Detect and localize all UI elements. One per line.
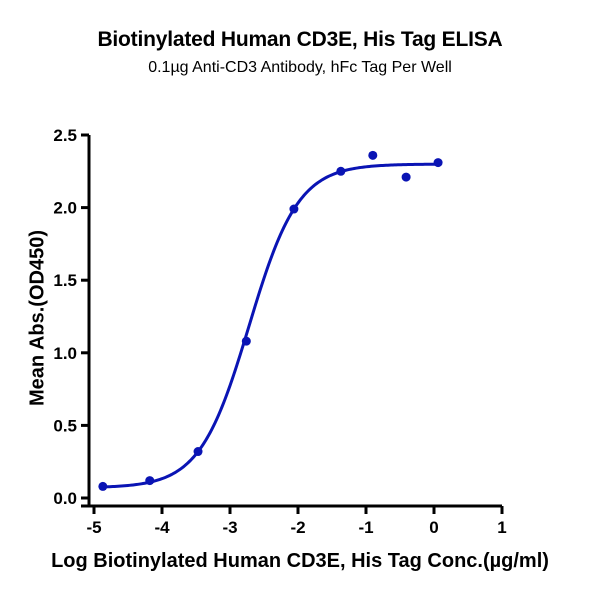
axes	[81, 135, 502, 508]
x-tick-label: -2	[290, 518, 305, 537]
fit-curve	[102, 162, 439, 489]
x-axis-label: Log Biotinylated Human CD3E, His Tag Con…	[51, 550, 549, 572]
y-tick-label: 1.0	[53, 344, 77, 363]
x-tick-label: 0	[429, 518, 438, 537]
data-point	[145, 476, 155, 486]
data-point	[401, 172, 411, 182]
y-tick-label: 2.5	[53, 126, 77, 145]
chart-subtitle: 0.1µg Anti-CD3 Antibody, hFc Tag Per Wel…	[148, 59, 452, 76]
y-tick-label: 2.0	[53, 199, 77, 218]
x-tick-label: -4	[154, 518, 170, 537]
data-point	[193, 447, 203, 457]
chart-title: Biotinylated Human CD3E, His Tag ELISA	[97, 28, 503, 51]
y-tick-label: 0.5	[53, 416, 77, 435]
x-tick-label: -1	[358, 518, 373, 537]
x-tick-label: 1	[497, 518, 506, 537]
data-point	[433, 158, 443, 168]
data-point	[336, 166, 346, 176]
data-points	[98, 150, 443, 491]
x-axis-ticks: -5 -4 -3 -2 -1 0 1	[86, 506, 507, 537]
data-point	[98, 481, 108, 491]
y-tick-label: 0.0	[53, 489, 77, 508]
data-point	[289, 204, 299, 214]
y-tick-label: 1.5	[53, 271, 77, 290]
x-tick-label: -3	[222, 518, 237, 537]
x-tick-label: -5	[86, 518, 101, 537]
y-axis-ticks: 0.0 0.5 1.0 1.5 2.0 2.5	[53, 126, 89, 508]
data-point	[241, 336, 251, 346]
data-point	[368, 150, 378, 160]
